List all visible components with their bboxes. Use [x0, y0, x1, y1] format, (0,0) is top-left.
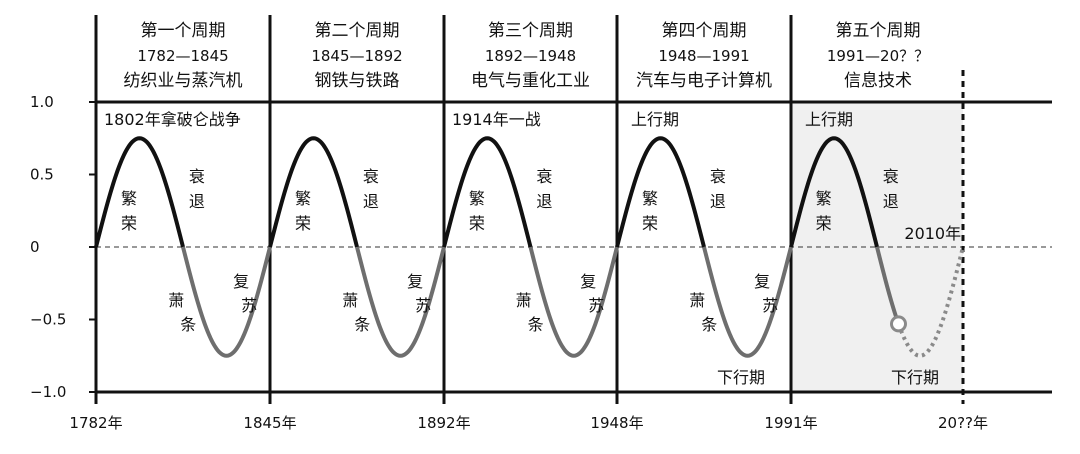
recession-label: 退 — [189, 192, 205, 211]
cycle-name: 第五个周期 — [836, 21, 921, 41]
boom-label: 荣 — [816, 214, 832, 233]
recovery-label: 苏 — [588, 296, 604, 315]
boom-label: 繁 — [295, 189, 311, 208]
downswing-curve — [528, 246, 619, 358]
recovery-label: 复 — [754, 272, 770, 291]
recovery-label: 苏 — [241, 296, 257, 315]
recession-label: 衰 — [536, 167, 552, 186]
recession-label: 衰 — [363, 167, 379, 186]
upswing-curve — [268, 136, 359, 248]
downswing-label: 下行期 — [891, 368, 939, 387]
downswing-curve — [181, 246, 272, 358]
year-2010-label: 2010年 — [904, 224, 961, 243]
cycle-years: 1948—1991 — [658, 47, 749, 65]
cycle-years: 1782—1845 — [137, 47, 228, 65]
depression-label: 萧 — [342, 291, 358, 310]
x-tick-label: 1845年 — [243, 414, 296, 432]
depression-label: 萧 — [516, 291, 532, 310]
cycle-years: 1892—1948 — [485, 47, 576, 65]
recovery-label: 苏 — [415, 296, 431, 315]
boom-label: 荣 — [121, 214, 137, 233]
cycle-theme: 电气与重化工业 — [471, 71, 590, 91]
boom-label: 繁 — [816, 189, 832, 208]
cycle-years: 1991—20？？ — [827, 47, 929, 65]
downswing-label: 下行期 — [717, 368, 765, 387]
upswing-label: 上行期 — [805, 110, 853, 129]
cycle-name: 第三个周期 — [488, 21, 573, 41]
y-tick-label: −0.5 — [30, 311, 66, 329]
event-label: 1914年一战 — [452, 110, 541, 129]
recession-label: 衰 — [883, 167, 899, 186]
cycle-years: 1845—1892 — [311, 47, 402, 65]
upswing-curve — [615, 136, 706, 248]
downswing-curve — [875, 246, 901, 325]
cycle-theme: 信息技术 — [844, 71, 912, 91]
depression-label: 条 — [180, 315, 196, 334]
cycle-name: 第四个周期 — [662, 21, 747, 41]
downswing-curve — [702, 246, 793, 358]
cycle-theme: 纺织业与蒸汽机 — [124, 71, 243, 91]
depression-label: 条 — [528, 315, 544, 334]
upswing-curve — [94, 136, 185, 248]
boom-label: 荣 — [642, 214, 658, 233]
present-marker — [890, 315, 907, 333]
x-tick-label: 1991年 — [764, 414, 817, 432]
boom-label: 繁 — [469, 189, 485, 208]
y-tick-label: 0.5 — [30, 166, 54, 184]
boom-label: 荣 — [295, 214, 311, 233]
recession-label: 衰 — [710, 167, 726, 186]
x-tick-label: 1892年 — [417, 414, 470, 432]
y-tick-label: −1.0 — [30, 383, 66, 401]
x-tick-label: 20??年 — [938, 414, 988, 432]
x-tick-label: 1782年 — [69, 414, 122, 432]
recession-label: 衰 — [189, 167, 205, 186]
cycle-name: 第二个周期 — [315, 21, 400, 41]
upswing-label: 上行期 — [631, 110, 679, 129]
recession-label: 退 — [363, 192, 379, 211]
depression-label: 萧 — [168, 291, 184, 310]
x-tick-label: 1948年 — [590, 414, 643, 432]
recession-label: 退 — [883, 192, 899, 211]
recovery-label: 复 — [580, 272, 596, 291]
recovery-label: 复 — [233, 272, 249, 291]
upswing-curve — [442, 136, 533, 248]
depression-label: 萧 — [689, 291, 705, 310]
downswing-curve — [355, 246, 446, 358]
boom-label: 繁 — [642, 189, 658, 208]
cycle-theme: 钢铁与铁路 — [315, 71, 400, 91]
recession-label: 退 — [710, 192, 726, 211]
cycle-theme: 汽车与电子计算机 — [636, 71, 772, 91]
boom-label: 繁 — [121, 189, 137, 208]
event-label: 1802年拿破仑战争 — [104, 110, 241, 129]
y-tick-label: 0 — [30, 238, 40, 256]
recession-label: 退 — [536, 192, 552, 211]
recovery-label: 复 — [407, 272, 423, 291]
recovery-label: 苏 — [762, 296, 778, 315]
depression-label: 条 — [354, 315, 370, 334]
cycle-name: 第一个周期 — [141, 21, 226, 41]
y-tick-label: 1.0 — [30, 93, 54, 111]
depression-label: 条 — [701, 315, 717, 334]
upswing-curve — [789, 136, 879, 248]
boom-label: 荣 — [469, 214, 485, 233]
